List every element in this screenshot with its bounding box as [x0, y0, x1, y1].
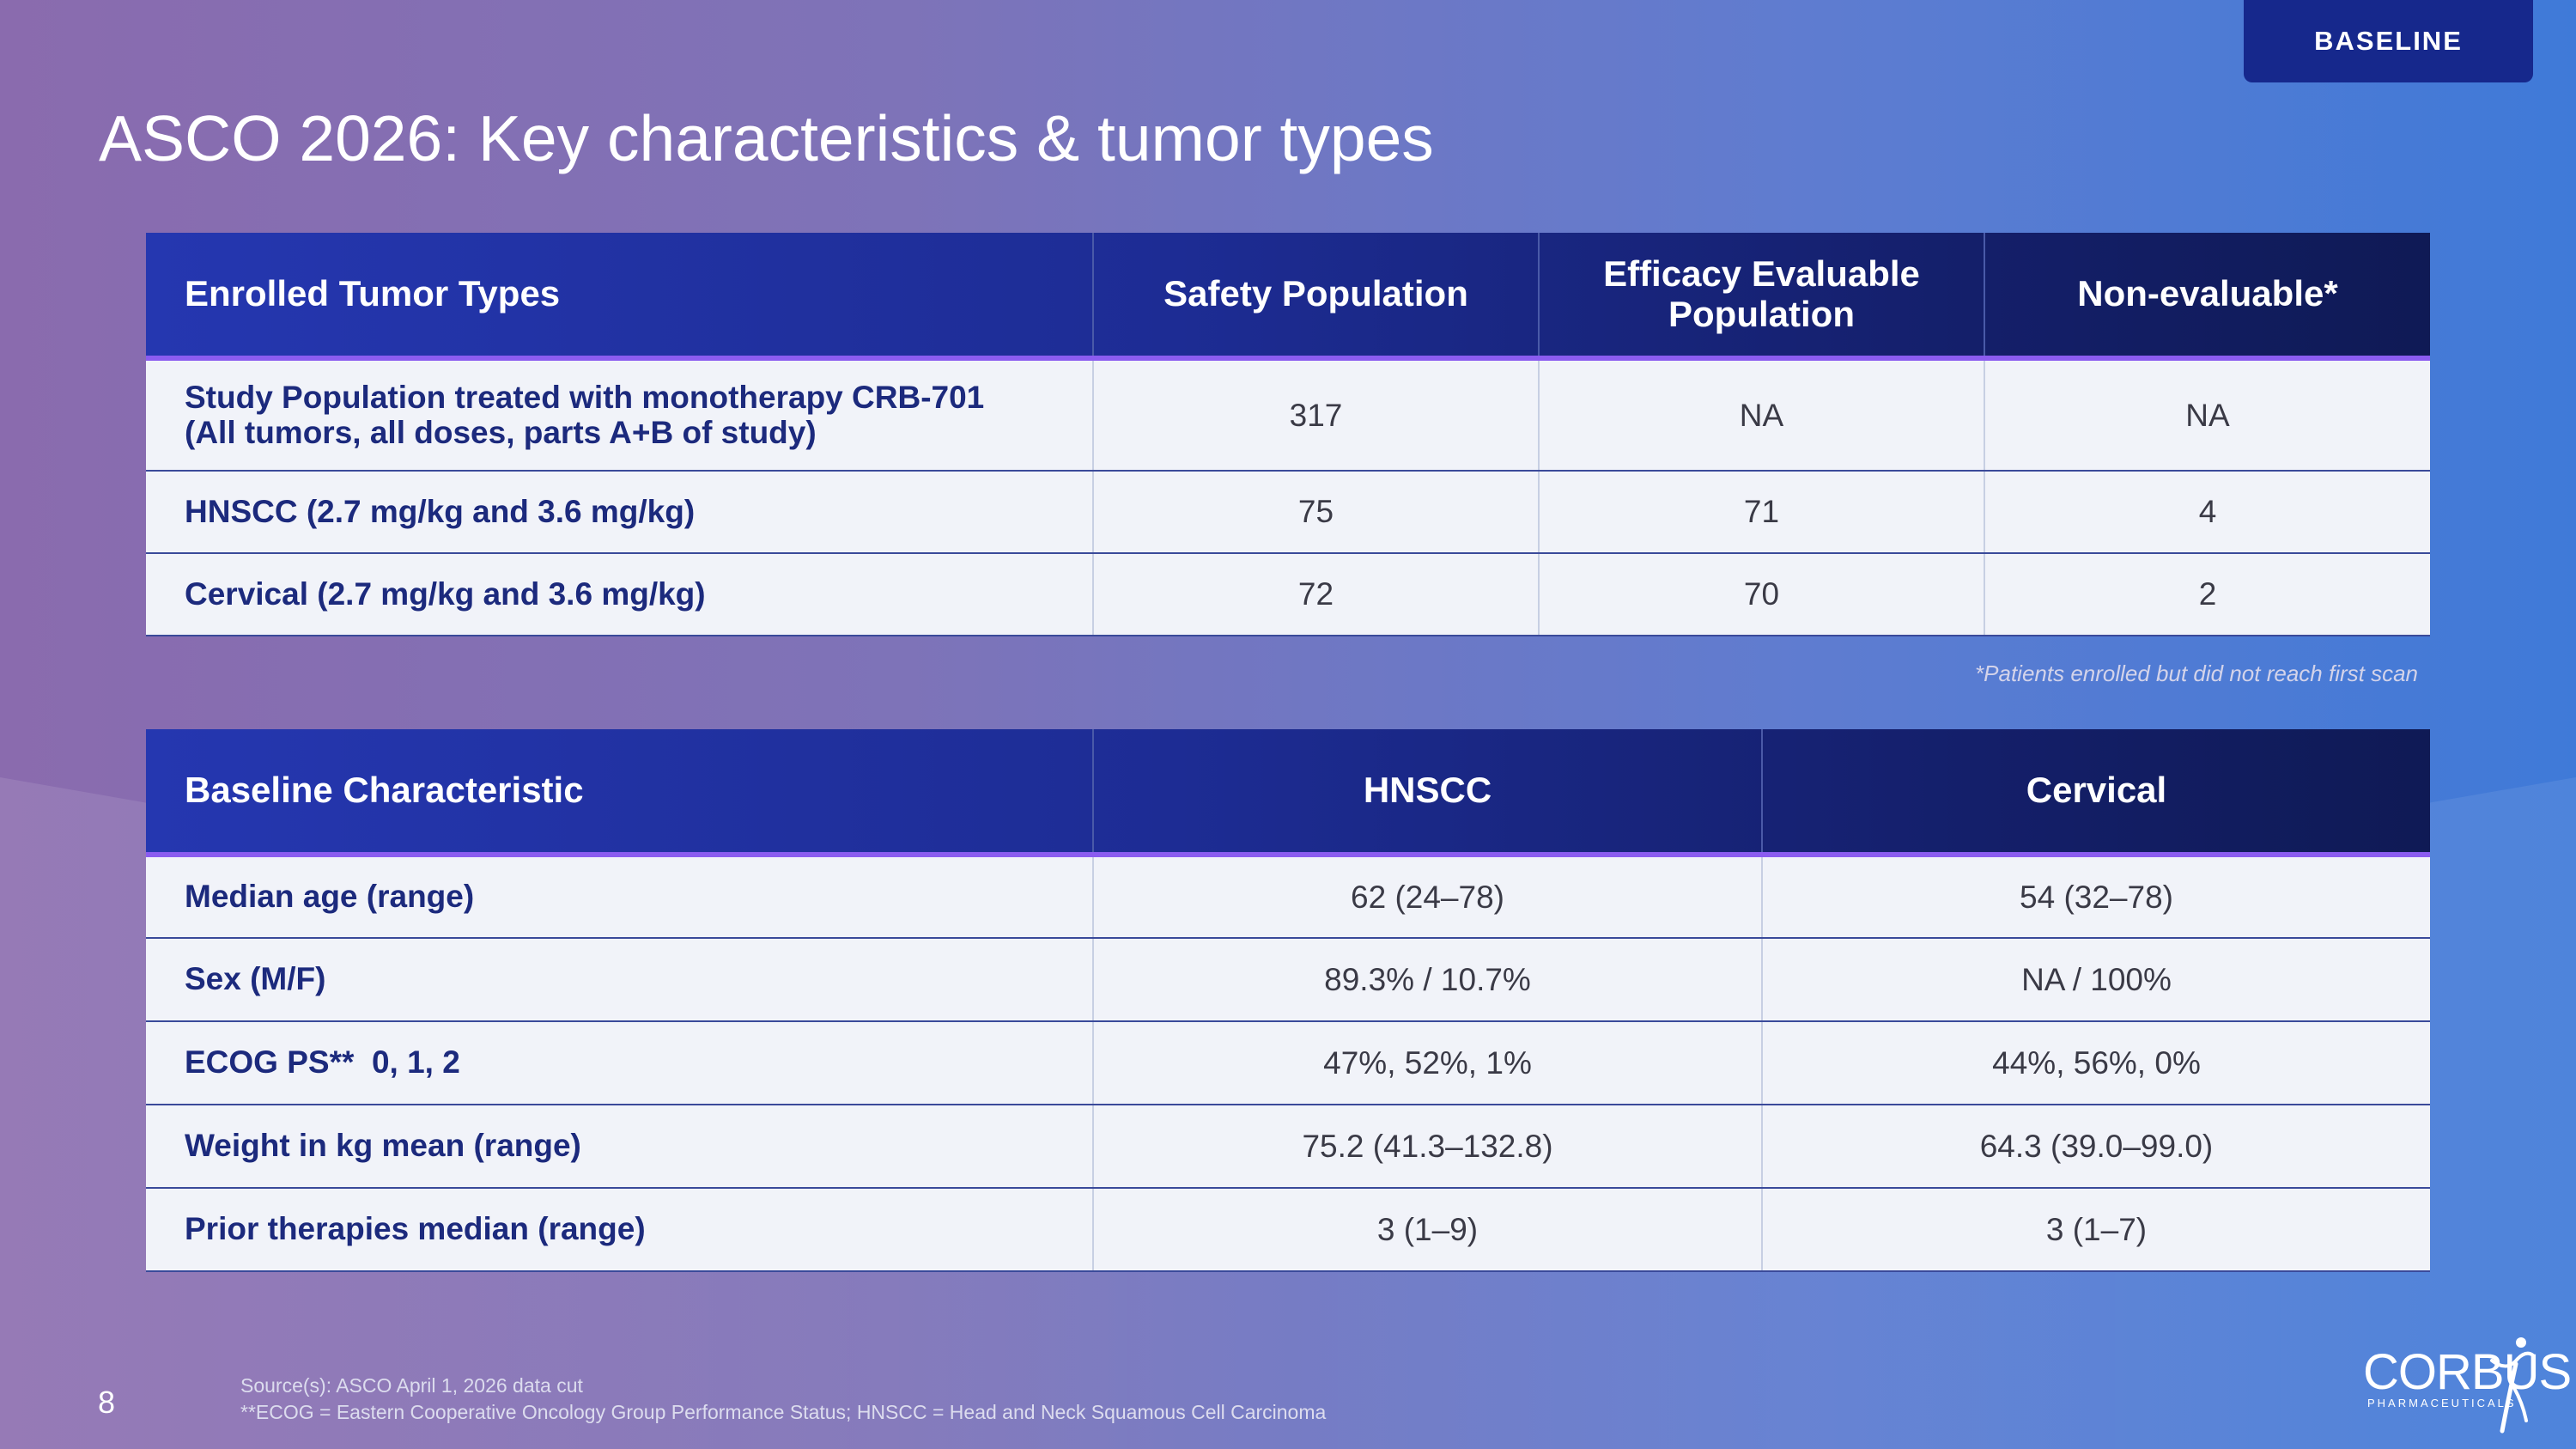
section-badge: BASELINE	[2244, 0, 2533, 82]
row-label: ECOG PS** 0, 1, 2	[146, 1021, 1094, 1105]
tumor-table-header: Enrolled Tumor Types Safety Population E…	[146, 233, 2430, 361]
cell-hnscc: 3 (1–9)	[1093, 1188, 1763, 1272]
row-label: Prior therapies median (range)	[146, 1188, 1094, 1272]
table-row: Prior therapies median (range) 3 (1–9) 3…	[146, 1188, 2430, 1272]
table-row: Study Population treated with monotherap…	[146, 358, 2430, 472]
table-row: Sex (M/F) 89.3% / 10.7% NA / 100%	[146, 938, 2430, 1022]
row-label: Cervical (2.7 mg/kg and 3.6 mg/kg)	[146, 553, 1094, 636]
cell-efficacy: 71	[1539, 471, 1985, 554]
abbreviation-line: **ECOG = Eastern Cooperative Oncology Gr…	[240, 1401, 1327, 1423]
cell-non-evaluable: 4	[1984, 471, 2430, 554]
table-row: Median age (range) 62 (24–78) 54 (32–78)	[146, 855, 2430, 939]
row-label: Sex (M/F)	[146, 938, 1094, 1022]
cell-safety: 75	[1093, 471, 1540, 554]
logo-wordmark: CORBUS	[2363, 1344, 2572, 1400]
page-number: 8	[98, 1385, 116, 1420]
footnote-non-evaluable: *Patients enrolled but did not reach fir…	[1975, 661, 2418, 686]
row-label: Weight in kg mean (range)	[146, 1105, 1094, 1189]
source-line: Source(s): ASCO April 1, 2026 data cut	[240, 1374, 583, 1397]
cell-efficacy: NA	[1539, 358, 1985, 472]
source-footnote: Source(s): ASCO April 1, 2026 data cut *…	[240, 1373, 1326, 1426]
header-efficacy-evaluable: Efficacy Evaluable Population	[1539, 233, 1985, 361]
header-non-evaluable: Non-evaluable*	[1984, 233, 2430, 361]
row-label: HNSCC (2.7 mg/kg and 3.6 mg/kg)	[146, 471, 1094, 554]
cell-cervical: 54 (32–78)	[1762, 855, 2430, 939]
header-baseline-characteristic: Baseline Characteristic	[146, 729, 1094, 857]
table-row: HNSCC (2.7 mg/kg and 3.6 mg/kg) 75 71 4	[146, 471, 2430, 554]
cell-hnscc: 62 (24–78)	[1093, 855, 1763, 939]
corbus-logo: CORBUS PHARMACEUTICALS	[2363, 1335, 2572, 1434]
baseline-table-header: Baseline Characteristic HNSCC Cervical	[146, 729, 2430, 857]
cell-cervical: NA / 100%	[1762, 938, 2430, 1022]
table-row: ECOG PS** 0, 1, 2 47%, 52%, 1% 44%, 56%,…	[146, 1021, 2430, 1105]
cell-hnscc: 75.2 (41.3–132.8)	[1093, 1105, 1763, 1189]
header-enrolled-tumor-types: Enrolled Tumor Types	[146, 233, 1094, 361]
cell-cervical: 3 (1–7)	[1762, 1188, 2430, 1272]
cell-hnscc: 89.3% / 10.7%	[1093, 938, 1763, 1022]
tumor-types-table: Enrolled Tumor Types Safety Population E…	[146, 233, 2430, 636]
logo-subtitle: PHARMACEUTICALS	[2367, 1397, 2517, 1409]
cell-safety: 72	[1093, 553, 1540, 636]
cell-cervical: 44%, 56%, 0%	[1762, 1021, 2430, 1105]
cell-non-evaluable: 2	[1984, 553, 2430, 636]
baseline-characteristics-table: Baseline Characteristic HNSCC Cervical M…	[146, 729, 2430, 1272]
page-title: ASCO 2026: Key characteristics & tumor t…	[99, 102, 1434, 174]
row-label-line1: Study Population treated with monotherap…	[185, 379, 985, 415]
row-label-line2: (All tumors, all doses, parts A+B of stu…	[185, 414, 817, 450]
runner-figure-icon	[2490, 1337, 2535, 1434]
row-label: Median age (range)	[146, 855, 1094, 939]
cell-efficacy: 70	[1539, 553, 1985, 636]
header-cervical: Cervical	[1762, 729, 2430, 857]
cell-cervical: 64.3 (39.0–99.0)	[1762, 1105, 2430, 1189]
table-row: Cervical (2.7 mg/kg and 3.6 mg/kg) 72 70…	[146, 553, 2430, 636]
cell-hnscc: 47%, 52%, 1%	[1093, 1021, 1763, 1105]
row-label: Study Population treated with monotherap…	[146, 358, 1094, 472]
cell-safety: 317	[1093, 358, 1540, 472]
cell-non-evaluable: NA	[1984, 358, 2430, 472]
header-hnscc: HNSCC	[1093, 729, 1763, 857]
table-row: Weight in kg mean (range) 75.2 (41.3–132…	[146, 1105, 2430, 1189]
header-safety-population: Safety Population	[1093, 233, 1540, 361]
